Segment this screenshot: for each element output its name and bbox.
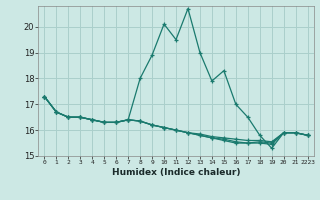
X-axis label: Humidex (Indice chaleur): Humidex (Indice chaleur)	[112, 168, 240, 177]
